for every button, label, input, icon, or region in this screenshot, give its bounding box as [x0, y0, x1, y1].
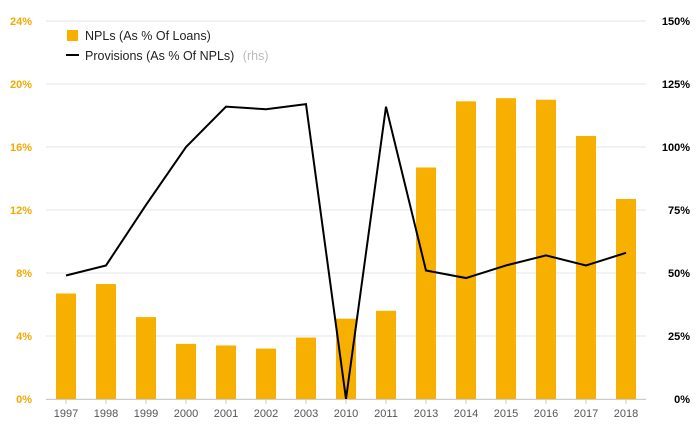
y-right-tick-label: 50% [668, 268, 690, 280]
bar-npls [496, 98, 516, 400]
legend-label-bar: NPLs (As % Of Loans) [85, 29, 211, 43]
x-tick-label: 2013 [414, 408, 438, 420]
bar-npls [96, 284, 116, 399]
y-left-tick-label: 24% [10, 16, 32, 28]
bar-npls [216, 345, 236, 399]
y-left-tick-label: 16% [10, 142, 32, 154]
bar-series-npls [56, 98, 636, 400]
legend-line-name: Provisions (As % Of NPLs) [85, 49, 234, 63]
y-right-tick-label: 125% [662, 79, 690, 91]
x-tick-label: 2001 [214, 408, 238, 420]
bar-npls [616, 198, 636, 399]
legend-line-note: (rhs) [243, 49, 269, 63]
legend: NPLs (As % Of Loans) Provisions (As % Of… [66, 29, 269, 64]
x-tick-label: 2000 [174, 408, 198, 420]
x-tick-label: 2002 [254, 408, 278, 420]
x-tick-label: 1998 [94, 408, 118, 420]
legend-label-line: Provisions (As % Of NPLs) (rhs) [85, 47, 269, 64]
x-tick-label: 1997 [54, 408, 78, 420]
y-left-tick-label: 12% [10, 205, 32, 217]
x-tick-label: 2011 [374, 408, 398, 420]
y-left-tick-label: 20% [10, 79, 32, 91]
bar-npls [536, 99, 556, 399]
y-right-tick-label: 0% [674, 394, 690, 406]
x-tick-label: 2018 [614, 408, 638, 420]
x-tick-label: 2014 [454, 408, 478, 420]
axes: 0% 0% 4% 25% 8% 50% 12% 75% 16% 100% 20% 125% 24% 150… [10, 16, 690, 420]
x-tick-label: 2017 [574, 408, 598, 420]
x-tick-label: 1999 [134, 408, 158, 420]
bar-npls [256, 348, 276, 399]
y-left-tick-label: 4% [16, 331, 32, 343]
bar-npls [56, 293, 76, 399]
y-right-tick-label: 25% [668, 331, 690, 343]
bar-npls [136, 317, 156, 399]
y-right-tick-label: 150% [662, 16, 690, 28]
bar-npls [376, 310, 396, 399]
y-right-tick-label: 100% [662, 142, 690, 154]
bar-npls [336, 318, 356, 399]
x-tick-label: 2016 [534, 408, 558, 420]
y-left-tick-label: 0% [16, 394, 32, 406]
bar-npls [176, 343, 196, 399]
x-tick-label: 2003 [294, 408, 318, 420]
bar-npls [456, 101, 476, 399]
legend-swatch-bar [67, 30, 78, 41]
bar-npls [296, 337, 316, 399]
y-left-tick-label: 8% [16, 268, 32, 280]
x-tick-label: 2015 [494, 408, 518, 420]
x-tick-label: 2010 [334, 408, 358, 420]
y-right-tick-label: 75% [668, 205, 690, 217]
bar-npls [416, 167, 436, 399]
bar-npls [576, 135, 596, 399]
